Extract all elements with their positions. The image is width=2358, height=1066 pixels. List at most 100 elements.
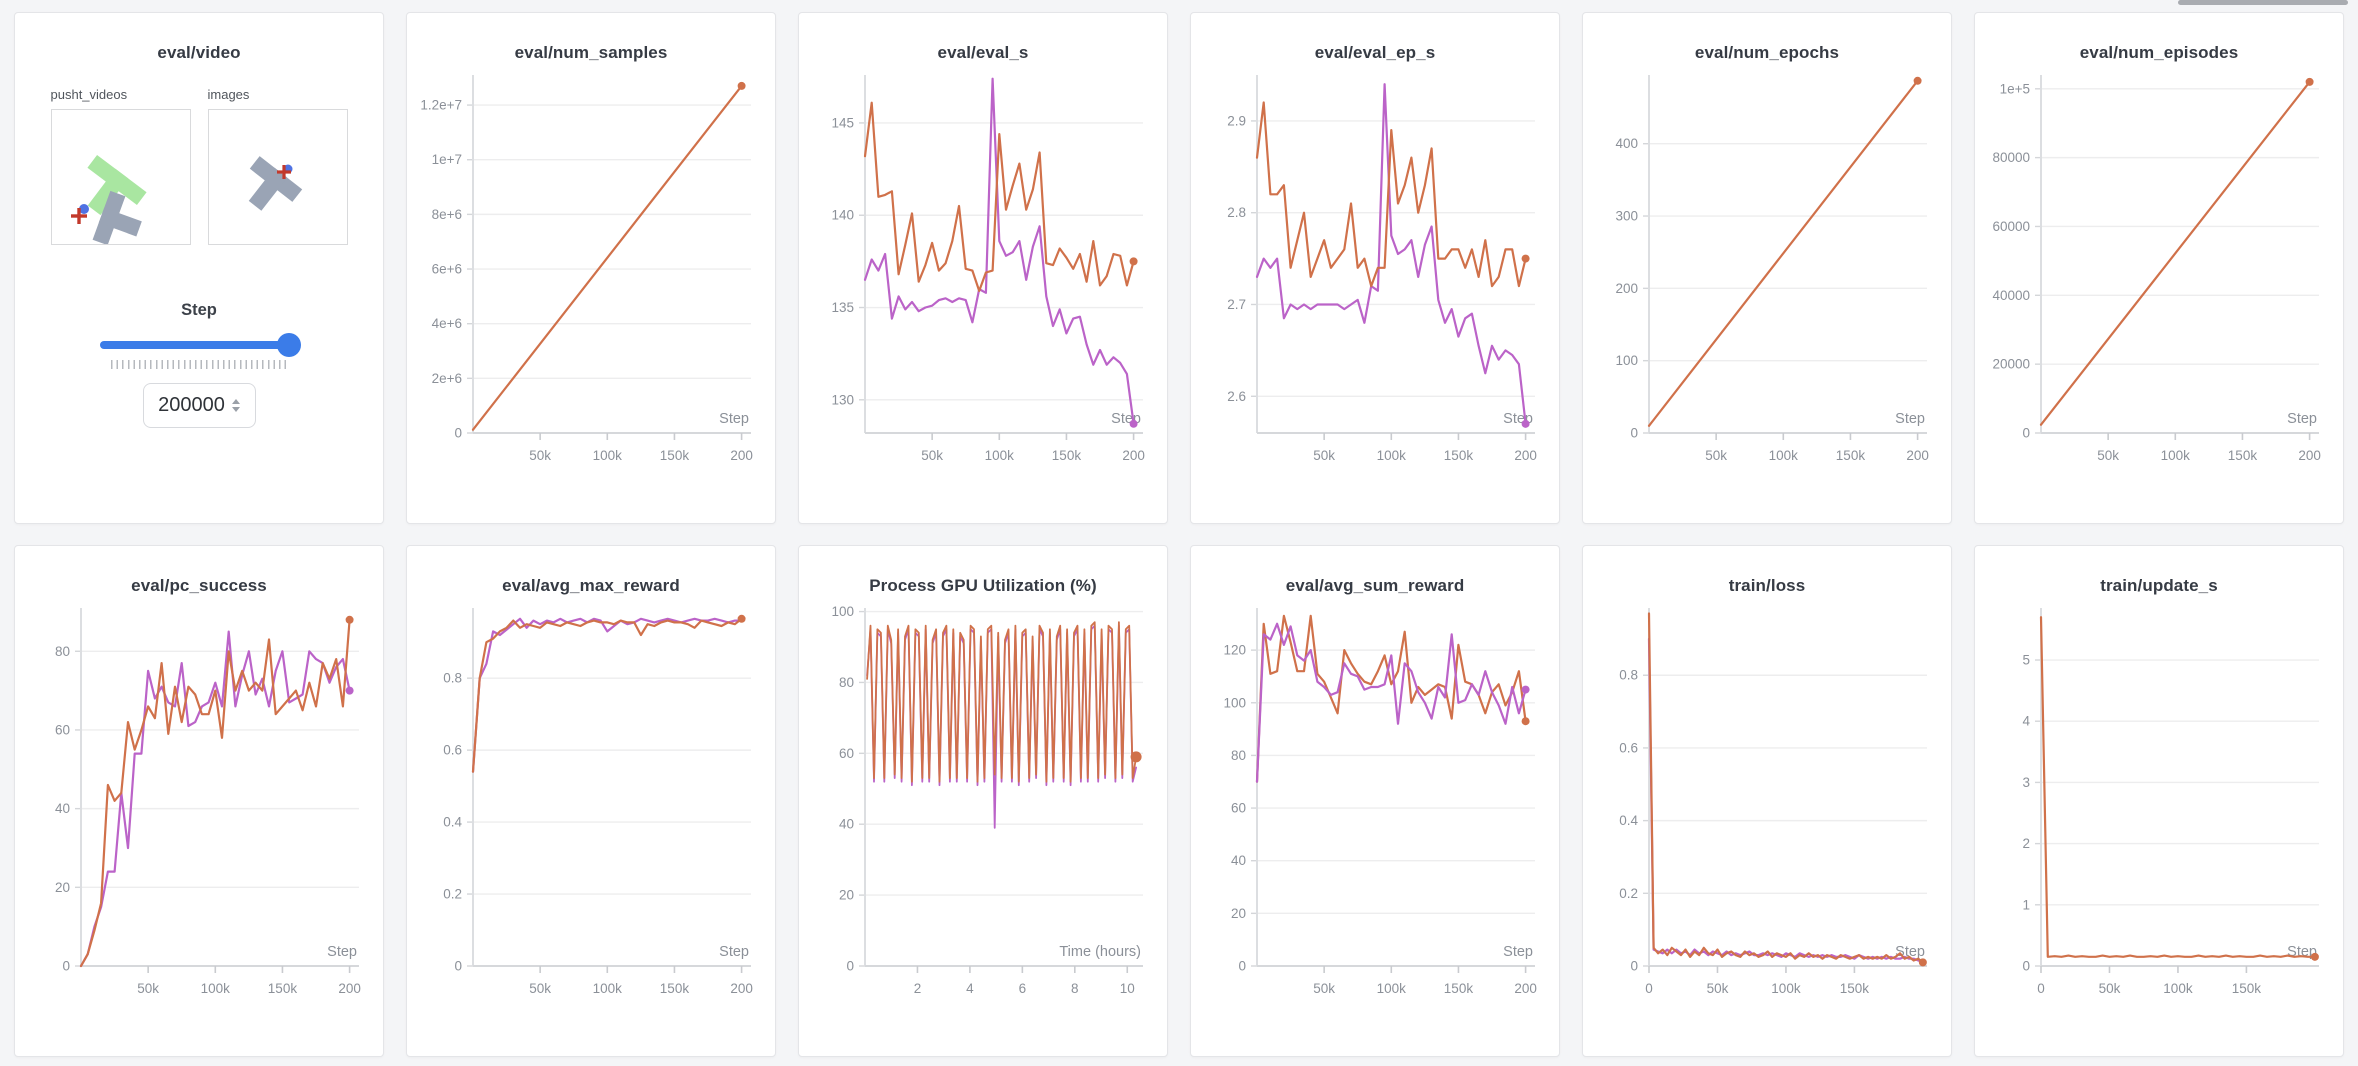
svg-text:6: 6 xyxy=(1019,981,1027,996)
media-row: pusht_videos xyxy=(15,87,383,245)
chart-panel-train-update-s[interactable]: train/update_s 0 1 2 3 4 5 0 50k 100k 150k Step xyxy=(1974,545,2344,1057)
chart-panel-gpu-util[interactable]: Process GPU Utilization (%) 0 20 40 60 80 100 2… xyxy=(798,545,1168,1057)
observation-image-thumbnail[interactable] xyxy=(207,109,348,245)
svg-text:0.6: 0.6 xyxy=(1619,740,1638,755)
gray-t-shape xyxy=(248,156,302,211)
svg-text:60: 60 xyxy=(1231,801,1246,816)
svg-text:Time (hours): Time (hours) xyxy=(1059,944,1141,960)
svg-text:0.6: 0.6 xyxy=(443,743,462,758)
media-figure-images: images xyxy=(207,87,348,245)
chart-canvas[interactable]: 0 20 40 60 80 50k 100k 150k 200 Step xyxy=(23,600,375,1018)
svg-text:0.8: 0.8 xyxy=(443,671,462,686)
media-figure-pusht-videos: pusht_videos xyxy=(50,87,191,245)
gray-t-shape xyxy=(92,190,142,244)
svg-text:8e+6: 8e+6 xyxy=(432,207,462,222)
svg-text:3: 3 xyxy=(2022,775,2030,790)
horizontal-scrollbar[interactable] xyxy=(2178,0,2348,5)
svg-text:0: 0 xyxy=(1645,981,1653,996)
chart-canvas[interactable]: 0 20 40 60 80 100 120 50k 100k 150k 200 Step xyxy=(1199,600,1551,1018)
chart-canvas[interactable]: 0 0.2 0.4 0.6 0.8 50k 100k 150k 200 Step xyxy=(415,600,767,1018)
svg-text:80: 80 xyxy=(55,644,70,659)
svg-text:0: 0 xyxy=(62,959,70,974)
svg-text:100k: 100k xyxy=(593,448,623,463)
step-slider-track[interactable] xyxy=(100,341,298,349)
svg-text:6e+6: 6e+6 xyxy=(432,262,462,277)
media-panel-eval-video[interactable]: eval/video pusht_videos xyxy=(14,12,384,524)
svg-text:100k: 100k xyxy=(201,981,231,996)
svg-text:5: 5 xyxy=(2022,653,2030,668)
chart-panel-eval-eval-ep-s[interactable]: eval/eval_ep_s 2.6 2.7 2.8 2.9 50k 100k 150k 200… xyxy=(1190,12,1560,524)
svg-text:4e+6: 4e+6 xyxy=(432,316,462,331)
svg-text:100k: 100k xyxy=(985,448,1015,463)
step-slider-label: Step xyxy=(181,301,217,319)
svg-text:50k: 50k xyxy=(529,981,551,996)
target-cross-icon xyxy=(70,208,87,224)
pusht-video-thumbnail[interactable] xyxy=(50,109,191,245)
svg-text:0: 0 xyxy=(1238,959,1246,974)
svg-text:40000: 40000 xyxy=(1992,288,2030,303)
chart-panel-eval-avg-sum-reward[interactable]: eval/avg_sum_reward 0 20 40 60 80 100 120 50k 100… xyxy=(1190,545,1560,1057)
svg-text:200: 200 xyxy=(730,981,753,996)
chart-title: Process GPU Utilization (%) xyxy=(869,576,1097,595)
svg-text:100k: 100k xyxy=(2161,448,2191,463)
svg-text:100k: 100k xyxy=(1377,981,1407,996)
svg-text:0: 0 xyxy=(2022,959,2030,974)
chart-panel-eval-num-epochs[interactable]: eval/num_epochs 0 100 200 300 400 50k 100k 150k 2… xyxy=(1582,12,1952,524)
svg-text:140: 140 xyxy=(831,208,854,223)
chart-canvas[interactable]: 0 100 200 300 400 50k 100k 150k 200 Step xyxy=(1591,67,1943,485)
spinner-up-icon[interactable] xyxy=(231,399,240,404)
step-input-spinner[interactable] xyxy=(231,399,240,412)
svg-text:200: 200 xyxy=(1906,448,1929,463)
svg-text:2e+6: 2e+6 xyxy=(432,371,462,386)
svg-text:1.2e+7: 1.2e+7 xyxy=(420,98,462,113)
svg-text:20: 20 xyxy=(1231,906,1246,921)
svg-text:40: 40 xyxy=(839,817,854,832)
svg-text:200: 200 xyxy=(1514,448,1537,463)
svg-text:300: 300 xyxy=(1615,209,1638,224)
svg-text:0: 0 xyxy=(454,959,462,974)
svg-text:0: 0 xyxy=(1630,959,1638,974)
svg-text:200: 200 xyxy=(2298,448,2321,463)
green-t-shape xyxy=(86,154,147,216)
svg-text:0: 0 xyxy=(1630,426,1638,441)
svg-text:50k: 50k xyxy=(529,448,551,463)
svg-text:Step: Step xyxy=(1895,411,1925,427)
goal-dot xyxy=(78,204,89,214)
svg-text:2: 2 xyxy=(2022,836,2030,851)
svg-text:100k: 100k xyxy=(1769,448,1799,463)
svg-text:100: 100 xyxy=(1615,353,1638,368)
chart-title: eval/num_samples xyxy=(514,43,668,62)
svg-text:1e+5: 1e+5 xyxy=(2000,81,2030,96)
svg-text:100k: 100k xyxy=(593,981,623,996)
chart-panel-eval-num-samples[interactable]: eval/num_samples 0 2e+6 4e+6 6e+6 8e+6 1e+7 1.2… xyxy=(406,12,776,524)
svg-text:4: 4 xyxy=(966,981,974,996)
chart-title: eval/num_episodes xyxy=(2079,43,2239,62)
svg-text:50k: 50k xyxy=(921,448,943,463)
chart-panel-train-loss[interactable]: train/loss 0 0.2 0.4 0.6 0.8 0 50k 100k 150k Step xyxy=(1582,545,1952,1057)
step-slider[interactable] xyxy=(100,333,301,357)
svg-text:0: 0 xyxy=(2022,426,2030,441)
step-slider-thumb[interactable] xyxy=(277,333,301,357)
svg-text:50k: 50k xyxy=(1705,448,1727,463)
chart-panel-eval-pc-success[interactable]: eval/pc_success 0 20 40 60 80 50k 100k 150k 200 St… xyxy=(14,545,384,1057)
chart-canvas[interactable]: 0 20 40 60 80 100 2 4 6 8 10 Time (hours) xyxy=(807,600,1159,1018)
svg-text:150k: 150k xyxy=(1444,981,1474,996)
chart-canvas[interactable]: 0 20000 40000 60000 80000 1e+5 50k 100k 150k 200 S… xyxy=(1983,67,2335,485)
chart-panel-eval-num-episodes[interactable]: eval/num_episodes 0 20000 40000 60000 80000 1e… xyxy=(1974,12,2344,524)
spinner-down-icon[interactable] xyxy=(231,407,240,412)
step-number-input[interactable]: 200000 xyxy=(142,383,256,428)
svg-text:150k: 150k xyxy=(2228,448,2258,463)
chart-panel-eval-eval-s[interactable]: eval/eval_s 130 135 140 145 50k 100k 150k 200 Ste… xyxy=(798,12,1168,524)
chart-title: eval/avg_sum_reward xyxy=(1285,576,1465,595)
svg-text:100k: 100k xyxy=(1377,448,1407,463)
svg-text:150k: 150k xyxy=(1052,448,1082,463)
chart-title: train/loss xyxy=(1728,576,1806,595)
chart-canvas[interactable]: 0 2e+6 4e+6 6e+6 8e+6 1e+7 1.2e+7 50k 100k 150k 20… xyxy=(415,67,767,485)
step-value[interactable]: 200000 xyxy=(158,394,225,416)
svg-text:150k: 150k xyxy=(660,981,690,996)
chart-panel-eval-avg-max-reward[interactable]: eval/avg_max_reward 0 0.2 0.4 0.6 0.8 50k 100k 1… xyxy=(406,545,776,1057)
